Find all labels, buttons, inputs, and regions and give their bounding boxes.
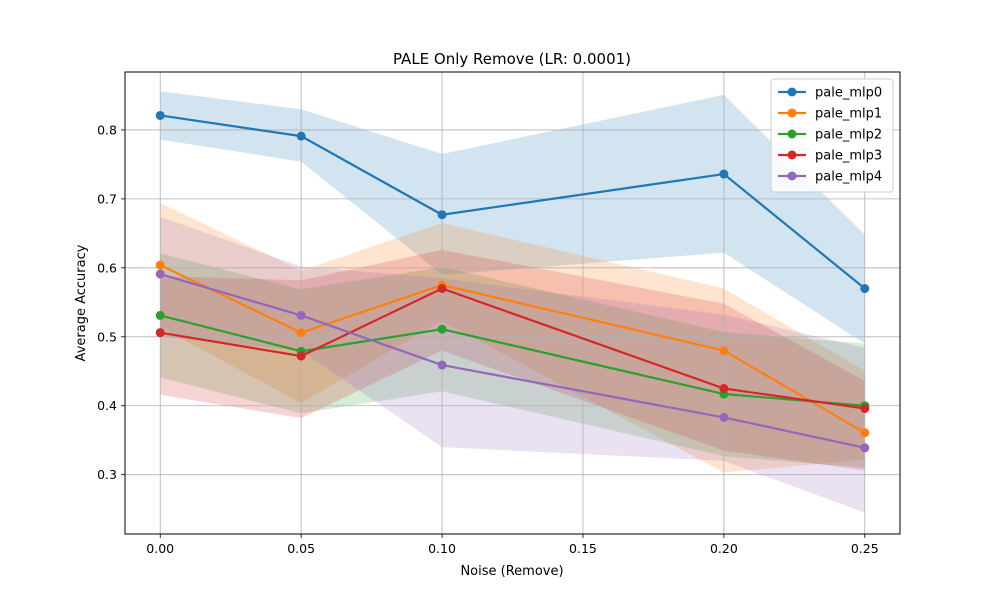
data-point-pale_mlp3: [296, 351, 306, 361]
data-point-pale_mlp0: [296, 131, 306, 141]
data-point-pale_mlp0: [437, 210, 447, 220]
y-tick-label: 0.4: [97, 398, 117, 413]
x-axis-label: Noise (Remove): [460, 564, 563, 579]
legend-label-pale_mlp2: pale_mlp2: [815, 128, 882, 143]
x-tick-label: 0.20: [710, 541, 738, 556]
band-pale_mlp1: [160, 203, 865, 473]
y-tick-label: 0.7: [97, 191, 117, 206]
y-tick-label: 0.5: [97, 329, 117, 344]
data-point-pale_mlp1: [155, 260, 165, 270]
x-tick-label: 0.25: [851, 541, 879, 556]
legend-label-pale_mlp0: pale_mlp0: [815, 86, 882, 101]
y-axis-label: Average Accuracy: [74, 244, 89, 361]
legend-label-pale_mlp1: pale_mlp1: [815, 107, 882, 122]
x-tick-label: 0.10: [428, 541, 456, 556]
data-point-pale_mlp0: [155, 110, 165, 120]
data-point-pale_mlp2: [155, 310, 165, 320]
data-point-pale_mlp1: [719, 346, 729, 356]
data-point-pale_mlp0: [719, 169, 729, 179]
data-point-pale_mlp3: [155, 328, 165, 338]
legend: pale_mlp0 pale_mlp1 pale_mlp2 pale_mlp3pale…: [770, 78, 894, 193]
legend-box: [770, 78, 894, 193]
data-point-pale_mlp3: [860, 404, 870, 414]
band-pale_mlp3: [160, 249, 865, 471]
confidence-bands: [160, 91, 865, 513]
legend-marker-pale_mlp3: [787, 150, 797, 160]
x-axis-ticks: 0.00 0.05 0.10 0.15 0.20 0.25: [146, 534, 879, 556]
y-tick-label: 0.3: [97, 467, 117, 482]
data-point-pale_mlp3: [719, 384, 729, 394]
legend-marker-pale_mlp0: [787, 87, 797, 97]
x-tick-label: 0.05: [287, 541, 315, 556]
x-tick-label: 0.15: [569, 541, 597, 556]
y-tick-label: 0.6: [97, 260, 117, 275]
band-pale_mlp4: [160, 216, 865, 513]
y-axis-ticks: 0.3 0.4 0.5 0.6 0.7 0.8: [97, 122, 125, 482]
legend-label-pale_mlp3: pale_mlp3: [815, 149, 882, 164]
band-pale_mlp0: [160, 91, 865, 344]
data-point-pale_mlp4: [155, 269, 165, 279]
data-point-pale_mlp2: [437, 324, 447, 334]
plot-frame: [124, 71, 901, 535]
legend-marker-pale_mlp4: [787, 171, 797, 181]
data-point-pale_mlp4: [719, 412, 729, 422]
chart-title: PALE Only Remove (LR: 0.0001): [393, 50, 631, 68]
data-point-pale_mlp0: [860, 284, 870, 294]
legend-marker-pale_mlp1: [787, 108, 797, 118]
series-points: [155, 110, 870, 453]
band-pale_mlp2: [160, 253, 865, 468]
data-point-pale_mlp1: [296, 328, 306, 338]
x-tick-label: 0.00: [146, 541, 174, 556]
legend-marker-pale_mlp2: [787, 129, 797, 139]
data-point-pale_mlp4: [860, 443, 870, 453]
y-tick-label: 0.8: [97, 122, 117, 137]
legend-label-pale_mlp4: pale_mlp4: [815, 170, 882, 185]
data-point-pale_mlp3: [437, 284, 447, 294]
data-point-pale_mlp4: [437, 360, 447, 370]
data-point-pale_mlp1: [860, 428, 870, 438]
data-point-pale_mlp4: [296, 310, 306, 320]
